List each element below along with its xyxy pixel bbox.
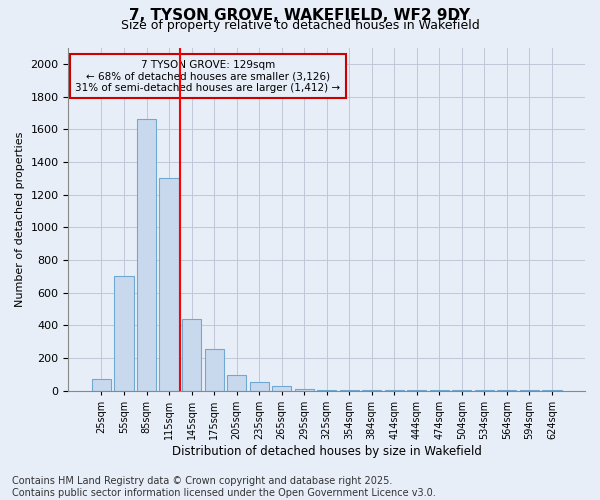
Bar [137,120,156,390]
Bar [160,178,179,390]
Bar [115,276,134,390]
Bar [227,375,246,390]
Text: 7, TYSON GROVE, WAKEFIELD, WF2 9DY: 7, TYSON GROVE, WAKEFIELD, WF2 9DY [130,8,470,22]
Bar [272,386,291,390]
Text: 7 TYSON GROVE: 129sqm
← 68% of detached houses are smaller (3,126)
31% of semi-d: 7 TYSON GROVE: 129sqm ← 68% of detached … [76,60,340,92]
Bar [182,318,201,390]
Text: Contains HM Land Registry data © Crown copyright and database right 2025.
Contai: Contains HM Land Registry data © Crown c… [12,476,436,498]
Bar [205,349,224,391]
Y-axis label: Number of detached properties: Number of detached properties [15,132,25,306]
Text: Size of property relative to detached houses in Wakefield: Size of property relative to detached ho… [121,19,479,32]
Bar [92,379,111,390]
Bar [295,389,314,390]
X-axis label: Distribution of detached houses by size in Wakefield: Distribution of detached houses by size … [172,444,482,458]
Bar [250,382,269,390]
